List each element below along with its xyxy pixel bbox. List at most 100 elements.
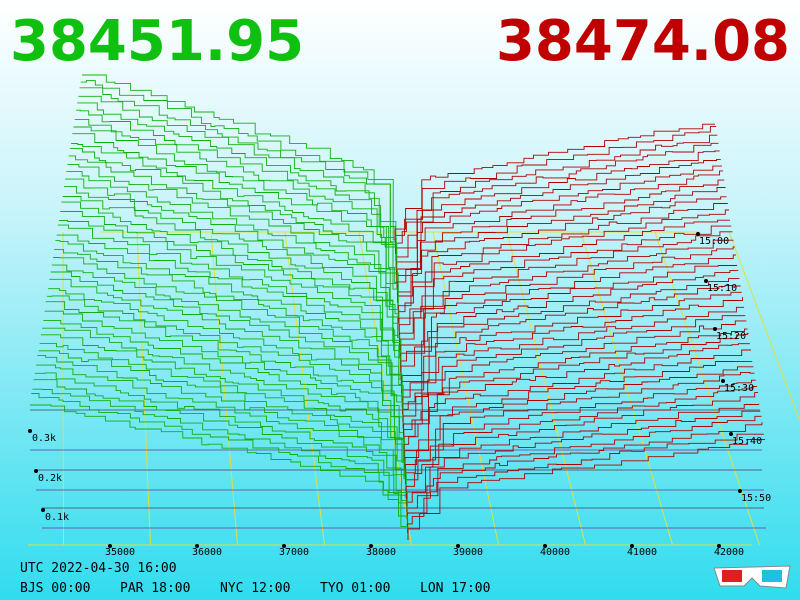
bid-line: [50, 271, 404, 422]
bid-line: [45, 301, 405, 450]
bid-price: 38451.95: [10, 9, 304, 74]
bid-line: [54, 249, 403, 401]
bid-line: [34, 372, 408, 513]
bid-line: [48, 288, 404, 436]
bid-line: [72, 133, 398, 296]
ask-line: [398, 225, 732, 338]
bid-line: [62, 196, 401, 352]
ask-line: [403, 328, 748, 436]
glasses-icon: [713, 565, 791, 589]
ask-line: [406, 410, 761, 513]
time-label: 15:10: [707, 283, 737, 294]
ask-price: 38474.08: [496, 9, 790, 74]
ask-line: [405, 386, 757, 492]
zone-time: BJS 00:00: [20, 581, 90, 596]
floor-line: [580, 231, 673, 546]
ask-line: [397, 203, 728, 317]
bid-line: [77, 102, 397, 268]
ask-line: [395, 150, 720, 268]
ask-line: [399, 254, 736, 366]
floor-line: [432, 231, 499, 546]
bid-line: [31, 393, 409, 534]
ask-line: [398, 209, 729, 324]
ask-line: [398, 219, 731, 331]
bid-line: [30, 404, 409, 540]
ask-line: [403, 349, 751, 457]
floor-line: [62, 231, 64, 546]
ask-line: [396, 158, 721, 275]
label-dot: [195, 544, 199, 548]
time-label: 15:30: [724, 383, 754, 394]
ask-line: [407, 433, 764, 534]
bid-line: [40, 334, 406, 478]
bid-line: [74, 118, 398, 282]
time-label: 15:40: [732, 436, 762, 447]
bid-line: [36, 364, 407, 506]
bid-line: [80, 80, 396, 247]
ask-line: [407, 439, 765, 540]
ask-line: [402, 306, 745, 415]
bid-line: [59, 220, 402, 373]
bid-line: [46, 295, 405, 443]
bid-line: [73, 126, 398, 289]
bid-line: [38, 350, 407, 492]
price-label: 41000: [627, 547, 657, 558]
depth-surface: [30, 74, 765, 540]
bid-line: [43, 319, 406, 464]
bid-line: [71, 143, 399, 303]
bid-line: [67, 163, 400, 324]
price-label: 42000: [714, 547, 744, 558]
ask-line: [405, 392, 758, 499]
bid-line: [49, 278, 404, 429]
ask-line: [401, 285, 741, 394]
ask-line: [396, 165, 722, 282]
ask-line: [406, 404, 760, 506]
label-dot: [28, 429, 32, 433]
ask-line: [400, 265, 738, 373]
ask-line: [400, 269, 739, 380]
zone-time: PAR 18:00: [120, 581, 190, 596]
ask-line: [403, 332, 749, 443]
label-dot: [717, 544, 721, 548]
ask-line: [402, 320, 747, 429]
label-dot: [729, 432, 733, 436]
time-label: 15:00: [699, 236, 729, 247]
bid-line: [55, 240, 403, 394]
bid-line: [39, 342, 407, 485]
price-label: 39000: [453, 547, 483, 558]
ask-line: [404, 360, 753, 464]
ask-line: [395, 134, 718, 254]
bid-line: [82, 74, 396, 240]
bid-line: [76, 109, 397, 275]
ask-line: [406, 422, 763, 527]
floor-line: [728, 231, 800, 423]
price-label: 38000: [366, 547, 396, 558]
ask-line: [394, 126, 717, 247]
zone-time: LON 17:00: [420, 581, 490, 596]
ask-line: [399, 246, 735, 359]
bid-line: [65, 178, 400, 338]
label-dot: [34, 469, 38, 473]
ask-line: [406, 415, 762, 520]
zone-time: NYC 12:00: [220, 581, 290, 596]
bid-line: [44, 310, 405, 457]
ask-line: [403, 343, 750, 450]
ask-line: [404, 366, 754, 471]
ask-line: [394, 123, 715, 240]
price-label: 37000: [279, 547, 309, 558]
depth-label: 0.1k: [45, 512, 69, 523]
bid-line: [78, 95, 397, 261]
bid-line: [61, 201, 401, 359]
label-dot: [543, 544, 547, 548]
label-dot: [108, 544, 112, 548]
label-dot: [630, 544, 634, 548]
time-label: 15:20: [716, 331, 746, 342]
bid-line: [42, 327, 406, 471]
ask-line: [399, 239, 734, 352]
price-label: 40000: [540, 547, 570, 558]
label-dot: [456, 544, 460, 548]
ask-line: [404, 371, 755, 478]
price-label: 35000: [105, 547, 135, 558]
ask-line: [395, 142, 719, 261]
